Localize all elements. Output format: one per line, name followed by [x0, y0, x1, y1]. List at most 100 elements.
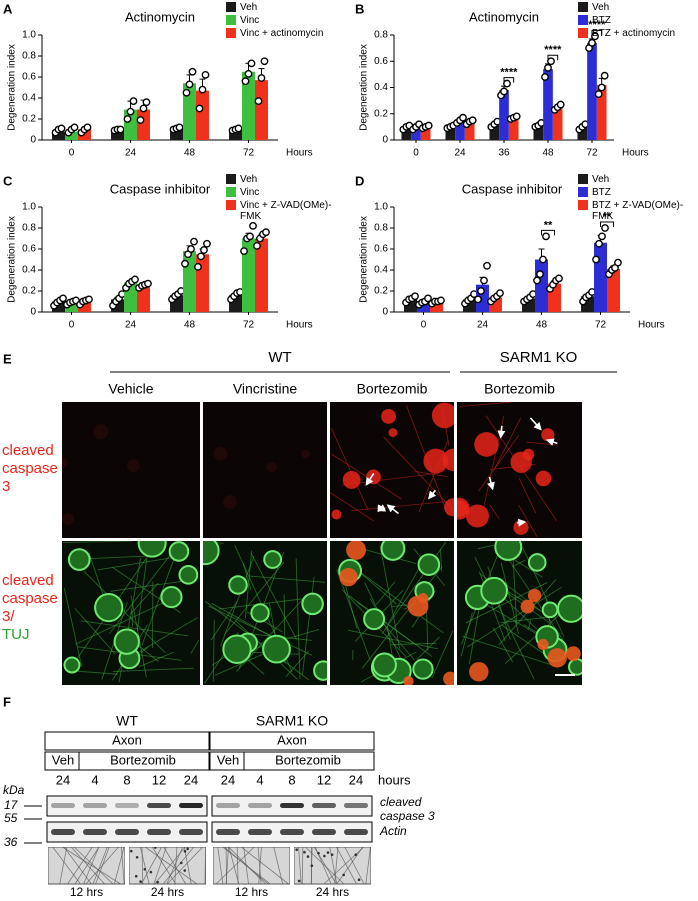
legend: Veh BTZ BTZ + actinomycin	[578, 2, 696, 41]
band	[147, 803, 171, 808]
data-point	[116, 125, 125, 134]
x-tick-label: 72	[243, 320, 255, 331]
thumbnail-bead	[310, 864, 314, 868]
red-cell	[346, 541, 367, 560]
data-point	[591, 32, 599, 41]
group-title: SARM1 KO	[256, 713, 328, 729]
green-fiber	[462, 635, 560, 668]
arrow	[497, 425, 506, 439]
legend-label: Vinc	[240, 187, 260, 198]
x-tick-label: 24	[125, 148, 137, 159]
band	[280, 829, 304, 835]
bar	[195, 90, 209, 140]
control-label: Veh	[52, 752, 74, 767]
green-cell	[412, 658, 434, 680]
bar	[508, 117, 519, 140]
compartment-label: Axon	[277, 732, 307, 747]
green-cell	[137, 541, 167, 558]
bar	[464, 121, 475, 140]
panel-label: B	[355, 1, 364, 16]
treatment-label: Bortezomib	[275, 752, 341, 767]
lane-label: 8	[288, 772, 295, 787]
bar	[420, 126, 431, 140]
panel-e: E WT Vehicle Vincristine Bortezomib SARM1 KO B…	[3, 350, 617, 685]
data-point	[142, 98, 151, 107]
legend-swatch	[226, 2, 236, 12]
significance-bracket	[503, 77, 515, 83]
green-fiber	[468, 602, 481, 665]
data-point	[129, 97, 138, 106]
band	[312, 803, 336, 808]
data-point	[597, 83, 606, 92]
thumbnail-fiber	[222, 847, 271, 885]
red-fiber	[518, 477, 537, 514]
green-fiber	[379, 546, 401, 649]
thumbnail-bead	[317, 851, 320, 855]
data-point	[131, 275, 139, 284]
data-point	[544, 63, 552, 72]
chart: B Actinomycin Degeneration index 0 0.2 0.4 0.6…	[355, 1, 649, 158]
red-cell	[339, 567, 358, 587]
green-fiber	[295, 558, 301, 680]
significance-bracket	[600, 221, 614, 227]
red-fiber	[331, 428, 369, 511]
data-point	[437, 296, 445, 305]
green-cell	[203, 541, 220, 566]
data-point	[260, 57, 269, 66]
bar	[254, 238, 268, 312]
green-fiber	[354, 567, 444, 634]
thumbnail-fiber	[67, 847, 93, 885]
thumbnail-bead	[149, 870, 153, 874]
bar	[429, 301, 443, 312]
green-cell	[63, 656, 81, 674]
red-cell	[431, 402, 454, 429]
y-tick-label: 0.4	[22, 265, 36, 276]
thumbnail-fiber	[166, 847, 204, 885]
green-cell	[67, 548, 91, 571]
thumbnail-bead	[134, 874, 138, 878]
green-cell	[113, 628, 140, 655]
x-tick-label: 48	[184, 320, 196, 331]
y-tick-label: 1.0	[22, 30, 36, 41]
data-point	[536, 270, 544, 279]
y-tick-label: 0.2	[374, 108, 388, 119]
y-tick-label: 0.6	[22, 244, 36, 255]
lane-label: 24	[184, 772, 198, 787]
data-point	[542, 232, 550, 241]
green-fiber	[130, 582, 159, 615]
row-label-text: cleaved caspase 3/	[2, 572, 58, 625]
green-fiber	[74, 608, 116, 655]
data-point	[240, 247, 248, 256]
data-point	[496, 289, 504, 298]
x-tick-label: 0	[421, 320, 427, 331]
legend-item: Vinc	[226, 187, 344, 198]
data-point	[83, 123, 92, 132]
green-cell	[168, 541, 190, 562]
panel-label: F	[3, 695, 11, 709]
bar	[195, 254, 209, 312]
row-label-text: TUJ	[2, 626, 30, 643]
x-tick-label: 48	[184, 148, 196, 159]
green-fiber	[109, 544, 179, 634]
red-cell	[565, 646, 581, 662]
legend-label: Veh	[240, 174, 258, 185]
significance-label: ****	[544, 44, 562, 56]
bar	[229, 129, 243, 140]
thumbnail-fiber	[151, 847, 177, 885]
y-tick-label: 0.2	[374, 286, 388, 297]
legend-label: BTZ + Z-VAD(OMe)-FMK	[592, 200, 684, 222]
green-fiber	[80, 555, 152, 560]
bar	[596, 84, 607, 140]
faint-cell	[62, 457, 68, 469]
y-tick-label: 0.8	[22, 223, 36, 234]
thumbnail-bead	[354, 853, 358, 856]
green-fiber	[509, 556, 543, 578]
x-axis-label: Hours	[638, 320, 665, 331]
red-fiber	[414, 470, 449, 478]
significance-label: ****	[500, 66, 518, 78]
red-cell	[537, 638, 549, 651]
y-tick-label: 0	[382, 307, 388, 318]
thumbnail-bead	[129, 849, 133, 853]
thumbnail-label: 24 hrs	[316, 885, 349, 899]
green-cell	[568, 658, 582, 676]
